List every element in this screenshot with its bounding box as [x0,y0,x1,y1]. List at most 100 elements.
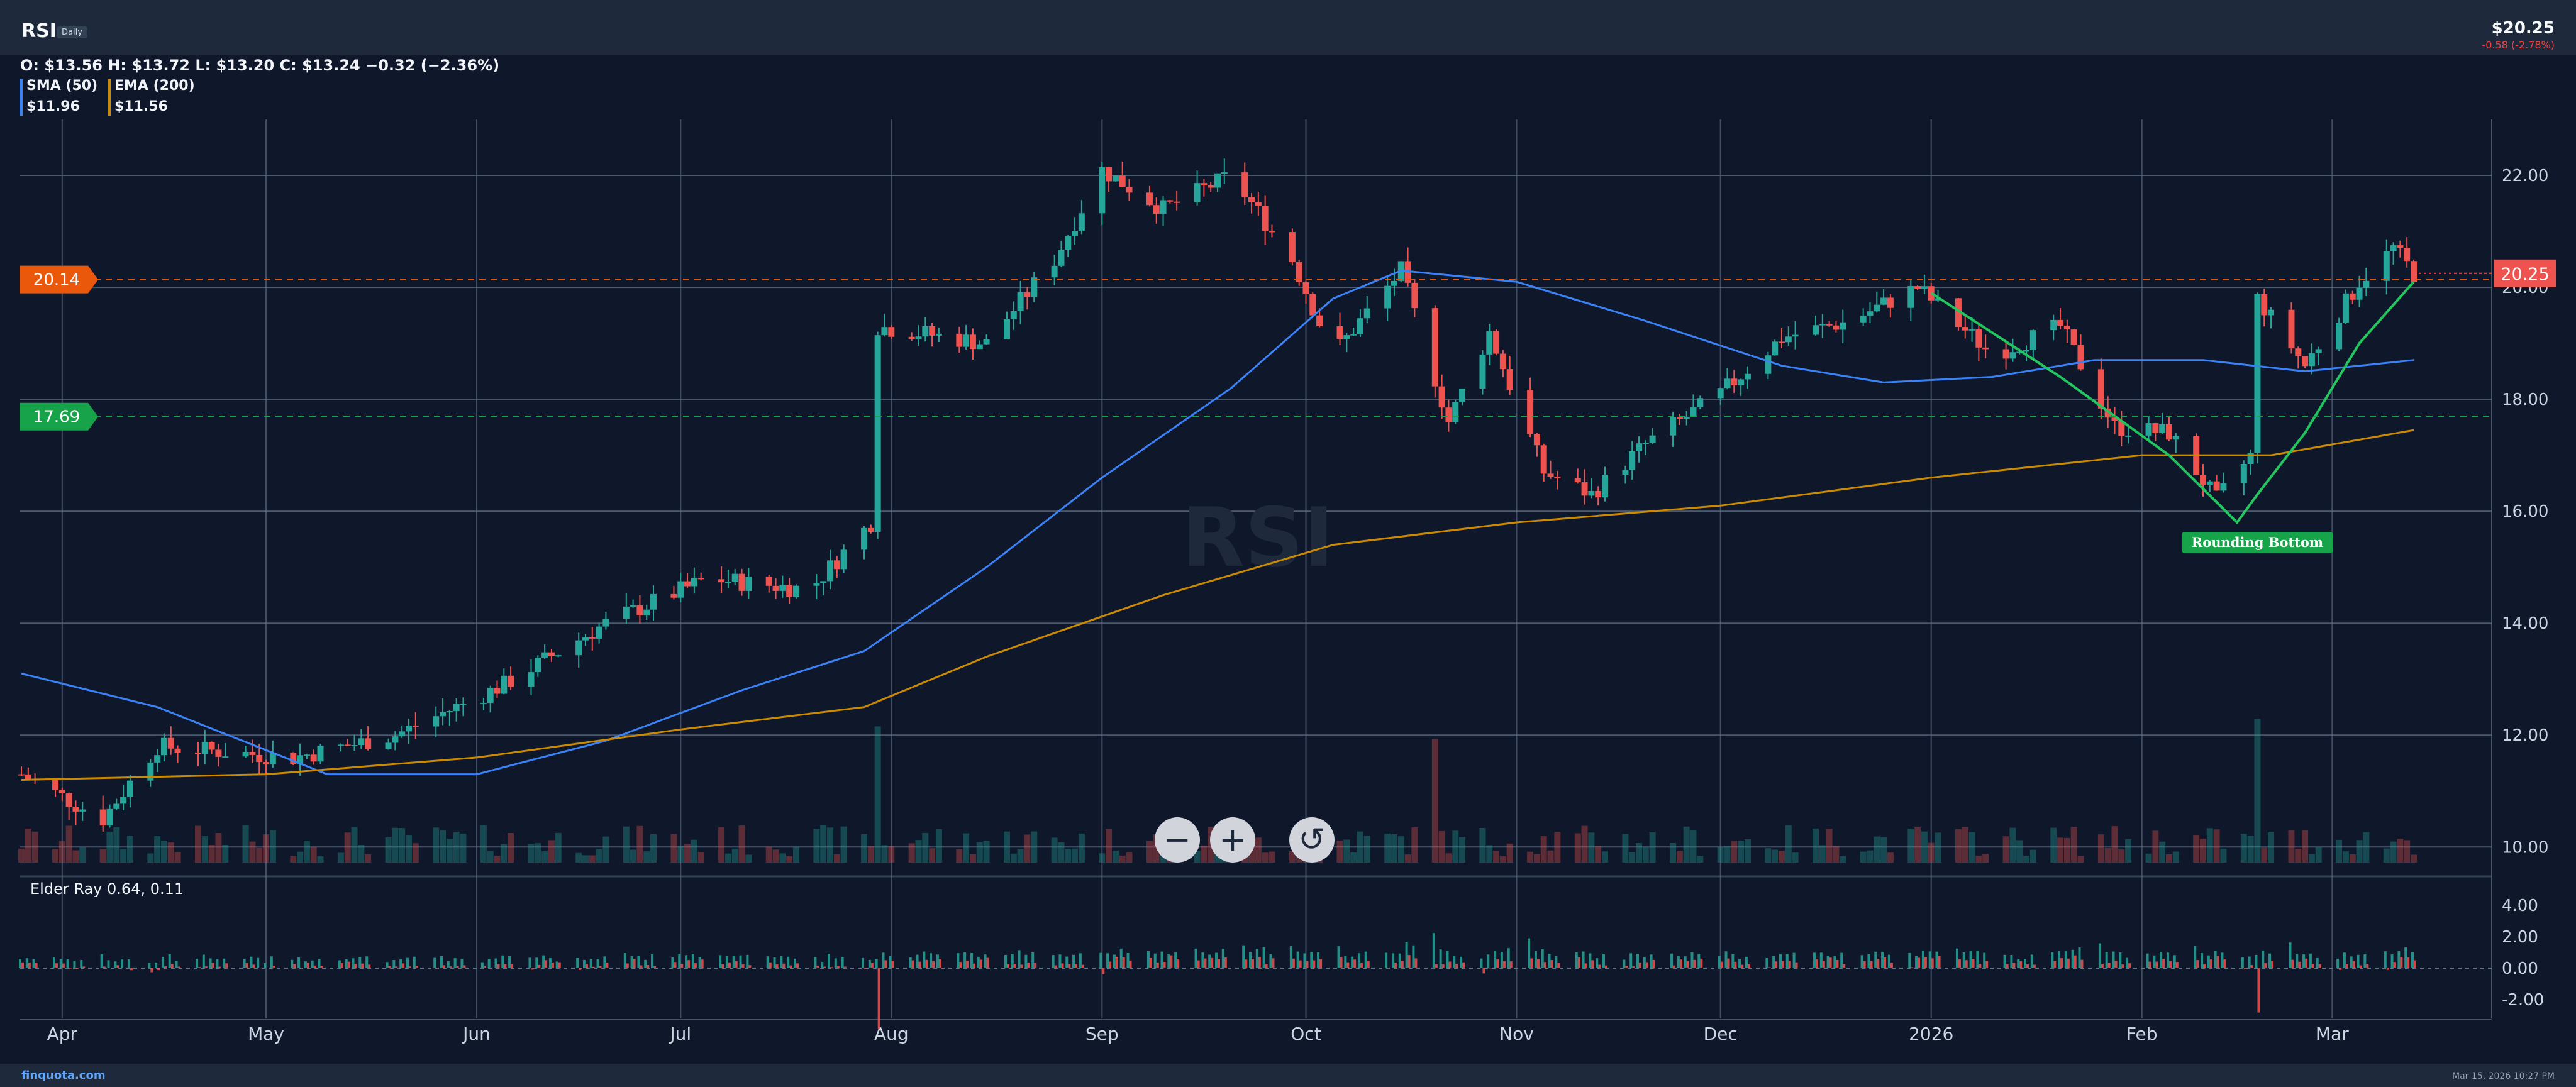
candle-body [2390,245,2397,251]
volume-bar [2349,854,2356,863]
reset-zoom-button[interactable]: ↺ [1289,817,1335,863]
candle-body [2145,423,2152,436]
volume-bar [1533,854,1540,863]
bear-power-bar [1340,957,1343,968]
candle-body [208,741,215,750]
bear-power-bar [2407,957,2410,968]
bear-power-bar [877,968,880,1029]
candle-body [2363,280,2370,288]
volume-bar [2097,834,2104,863]
bear-power-bar [538,964,541,968]
bull-power-bar [732,956,735,968]
indicator-tick-label: 2.00 [2502,928,2538,947]
candle-body [2254,294,2261,453]
bear-power-bar [443,965,446,968]
bull-power-bar [1310,952,1313,968]
bull-power-bar [223,958,226,968]
volume-bar [31,831,38,863]
legend-ema[interactable]: EMA (200) $11.56 [108,78,195,116]
candle-body [1201,183,1208,185]
bull-power-bar [685,955,688,968]
candle-body [2111,417,2118,421]
bear-power-bar [558,962,561,968]
candle-body [1269,231,1275,233]
candle-body [1792,334,1799,337]
bull-power-bar [195,959,198,968]
candle-body [691,578,697,587]
interval-badge[interactable]: Daily [57,26,87,38]
volume-bar [99,849,106,863]
volume-bar [1717,847,1724,863]
bear-power-bar [1693,959,1696,968]
volume-bar [160,841,167,863]
volume-bar [1860,851,1867,863]
bull-power-bar [719,955,722,968]
candle-body [684,581,691,587]
volume-bar [2342,851,2349,863]
bull-power-bar [392,960,396,968]
bull-power-bar [2296,954,2299,968]
candle-body [399,731,406,737]
volume-bar [820,825,827,863]
bull-power-bar [2058,951,2061,968]
bull-power-bar [1412,945,1415,968]
bull-power-bar [1881,952,1884,968]
bull-power-bar [930,953,933,968]
volume-bar [1595,845,1602,863]
candle-body [501,675,508,694]
bear-power-bar [368,964,371,968]
bull-power-bar [623,953,626,968]
candle-body [18,774,25,776]
candle-body [1316,315,1323,326]
bull-power-bar [1969,951,1972,968]
candle-body [2125,435,2132,437]
bear-power-bar [1211,957,1214,968]
bull-power-bar [161,957,164,968]
volume-bar [1194,851,1201,863]
volume-bar [2125,839,2132,863]
candle-body [1072,230,1079,236]
zoom-in-button[interactable]: + [1210,817,1255,863]
bear-power-bar [408,966,411,968]
bear-power-bar [1122,957,1125,968]
bear-power-bar [2155,961,2158,968]
bull-power-bar [2200,953,2203,968]
bear-power-bar [1115,956,1118,968]
zoom-out-button[interactable]: − [1155,817,1200,863]
candle-body [310,754,317,762]
volume-bar [1003,831,1010,863]
candle-body [840,549,847,570]
bull-power-bar [1255,949,1258,968]
bear-power-bar [2345,964,2348,968]
volume-bar [1968,832,1975,863]
candle-body [643,609,650,615]
bull-power-bar [2126,957,2129,968]
bear-power-bar [2107,963,2111,968]
bear-power-bar [911,960,914,968]
bull-power-bar [1623,959,1626,968]
bull-power-bar [433,957,436,968]
bull-power-bar [2316,957,2319,968]
candle-body [623,606,630,619]
bull-power-bar [1813,952,1816,968]
candle-body [249,751,256,755]
bull-power-bar [250,956,253,968]
volume-bar [25,829,31,863]
legend-sma[interactable]: SMA (50) $11.96 [20,78,97,116]
ema-legend-name: EMA (200) [114,78,195,94]
bear-power-bar [204,966,208,968]
bull-power-bar [1480,958,1483,968]
bull-power-bar [66,959,69,968]
candle-body [1914,286,1921,289]
bull-power-bar [2078,947,2081,968]
bull-power-bar [2350,956,2353,968]
bull-power-bar [1548,954,1551,968]
candle-body [1982,347,1989,350]
bear-power-bar [130,968,133,971]
volume-bar [1724,846,1731,863]
candle-body [2002,349,2009,359]
bull-power-bar [148,963,151,968]
candle-body [1676,417,1683,419]
brand-link[interactable]: finquota.com [21,1069,106,1082]
